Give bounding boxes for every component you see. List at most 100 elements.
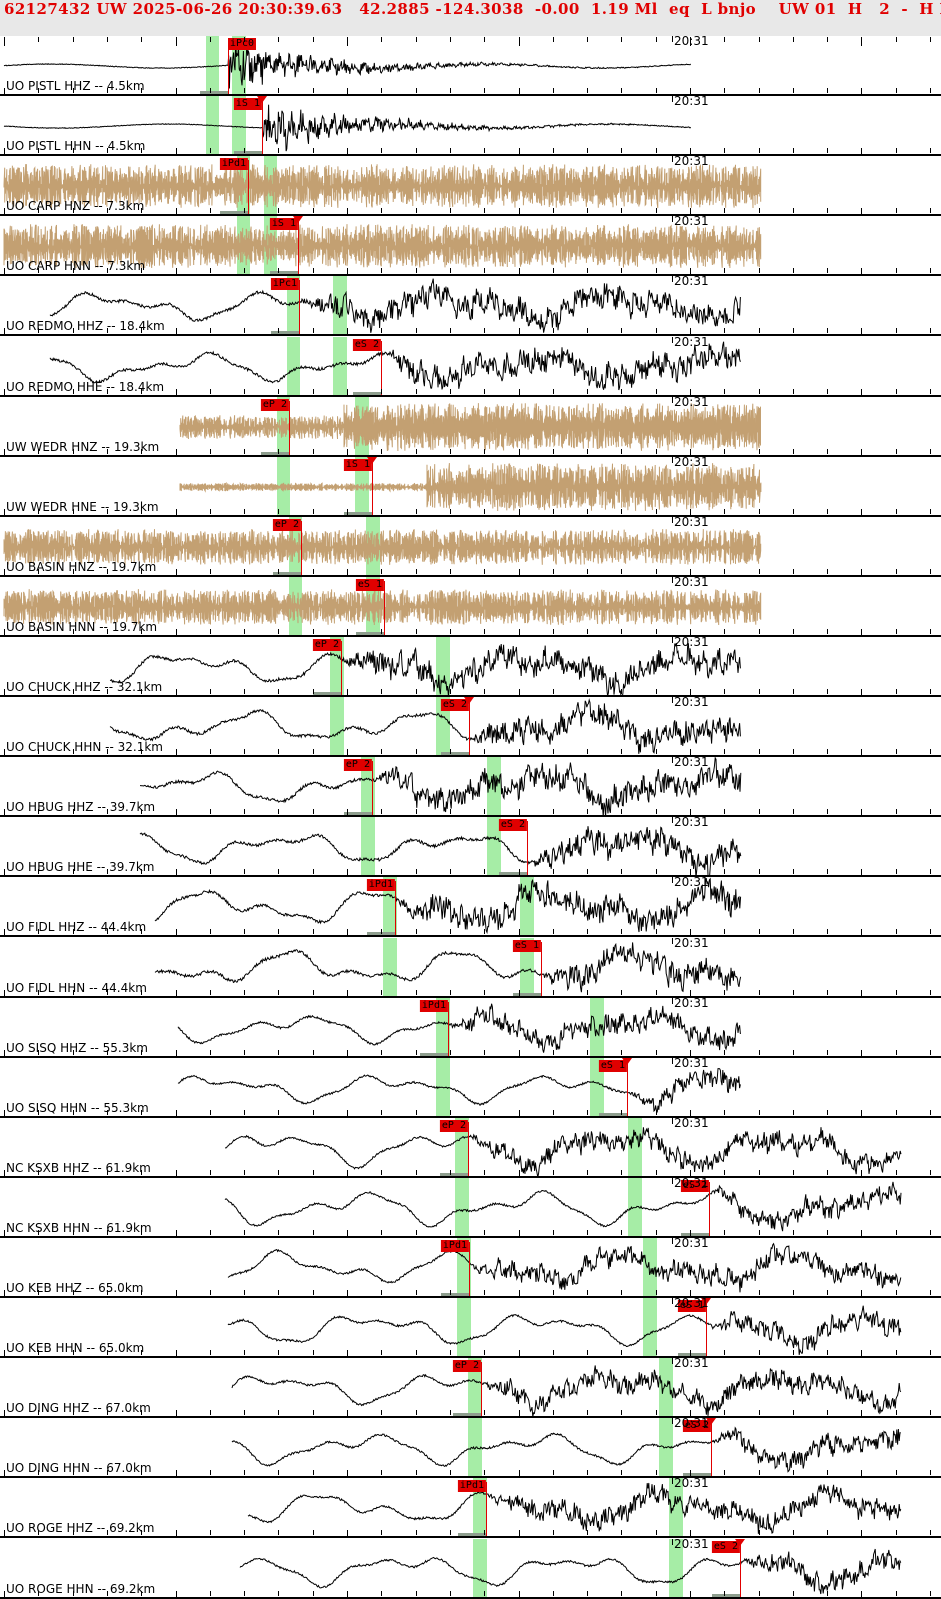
phase-pick-label[interactable]: eP 2 [272, 518, 301, 531]
phase-pick-label[interactable]: eS 2 [498, 819, 527, 832]
phase-pick-label[interactable]: eS 2 [680, 1179, 709, 1192]
axis-tick [621, 37, 622, 42]
pick-uncertainty-bar [458, 1533, 486, 1537]
trace-row[interactable]: iPd1 UO CARP HNZ -- 7.3km 20:31 [0, 156, 941, 217]
axis-tick [827, 508, 828, 514]
trace-row[interactable]: iPc1 UO REDMO HHZ -- 18.4km 20:31 [0, 276, 941, 337]
trace-row[interactable]: eS 2 UO CHUCK HHN -- 32.1km 20:31 [0, 697, 941, 758]
phase-pick-line[interactable] [448, 1001, 449, 1058]
axis-tick [141, 1109, 142, 1115]
axis-tick [861, 809, 862, 818]
trace-row[interactable]: eS 2 UO REDMO HHE -- 18.4km 20:31 [0, 336, 941, 397]
pick-marker-triangle [464, 697, 474, 705]
trace-row[interactable]: eP 2 UO BASIN HNZ -- 19.7km 20:31 [0, 516, 941, 577]
trace-row[interactable]: eP 2 UO HBUG HHZ -- 39.7km 20:31 [0, 757, 941, 818]
phase-pick-line[interactable] [248, 160, 249, 217]
phase-pick-line[interactable] [395, 881, 396, 938]
axis-tick [210, 869, 211, 875]
phase-pick-label[interactable]: eS 2 [711, 1540, 740, 1553]
axis-tick [73, 869, 74, 875]
axis-tick [381, 328, 382, 334]
trace-row[interactable]: iS 1 UO CARP HNN -- 7.3km 20:31 [0, 216, 941, 277]
phase-pick-line[interactable] [711, 1422, 712, 1479]
phase-pick-line[interactable] [709, 1181, 710, 1238]
phase-pick-line[interactable] [469, 1242, 470, 1299]
phase-pick-label[interactable]: iPd1 [440, 1240, 469, 1252]
trace-row[interactable]: eS 2 UO ROGE HHN -- 69.2km 20:31 [0, 1538, 941, 1599]
phase-pick-label[interactable]: eS 2 [440, 699, 469, 712]
phase-pick-label[interactable]: iPc0 [228, 38, 257, 50]
phase-pick-line[interactable] [541, 941, 542, 998]
phase-pick-label[interactable]: eS 1 [598, 1059, 627, 1072]
phase-pick-line[interactable] [262, 100, 263, 157]
axis-tick [107, 628, 108, 634]
phase-pick-label[interactable]: iS 1 [269, 218, 298, 231]
phase-pick-line[interactable] [384, 580, 385, 637]
trace-row[interactable]: iPd1 UO FIDL HHZ -- 44.4km 20:31 [0, 877, 941, 938]
trace-row[interactable]: eS 1 UO FIDL HHN -- 44.4km 20:31 [0, 937, 941, 998]
trace-row[interactable]: iPd1 UO KEB HHZ -- 65.0km 20:31 [0, 1238, 941, 1299]
phase-pick-line[interactable] [468, 1121, 469, 1178]
phase-pick-line[interactable] [486, 1482, 487, 1539]
trace-row[interactable]: eP 2 UO DING HHZ -- 67.0km 20:31 [0, 1358, 941, 1419]
axis-tick [621, 929, 622, 935]
phase-pick-label[interactable]: eS 1 [677, 1300, 706, 1313]
phase-pick-line[interactable] [289, 400, 290, 457]
phase-pick-label[interactable]: iPd1 [457, 1480, 486, 1493]
phase-window-band [287, 336, 300, 397]
axis-tick [896, 1290, 897, 1296]
trace-row[interactable]: iPd1 UO SISQ HHZ -- 55.3km 20:31 [0, 997, 941, 1058]
phase-pick-line[interactable] [740, 1542, 741, 1599]
phase-window-band [628, 1117, 642, 1178]
phase-pick-line[interactable] [299, 280, 300, 337]
axis-tick [381, 508, 382, 514]
phase-pick-label[interactable]: eS 2 [352, 338, 381, 351]
phase-pick-line[interactable] [481, 1362, 482, 1419]
phase-pick-label[interactable]: eP 2 [439, 1119, 468, 1132]
trace-row[interactable]: iS 1 UW WEDR HNE -- 19.3km 20:31 [0, 456, 941, 517]
phase-pick-label[interactable]: iPd1 [419, 999, 448, 1012]
axis-tick [107, 749, 108, 755]
phase-pick-label[interactable]: iS 1 [233, 98, 262, 111]
phase-pick-label[interactable]: eP 2 [312, 639, 341, 651]
trace-row[interactable]: iPd1 UO ROGE HHZ -- 69.2km 20:31 [0, 1478, 941, 1539]
pick-marker-triangle [706, 1418, 716, 1426]
phase-pick-line[interactable] [298, 220, 299, 277]
phase-pick-line[interactable] [228, 40, 229, 97]
trace-row[interactable]: iPc0 UO PISTL HHZ -- 4.5km 20:31 [0, 36, 941, 97]
phase-pick-line[interactable] [301, 520, 302, 577]
axis-tick [347, 388, 348, 397]
phase-pick-line[interactable] [381, 340, 382, 397]
phase-pick-line[interactable] [469, 701, 470, 758]
phase-pick-label[interactable]: iPc1 [270, 278, 299, 291]
phase-pick-line[interactable] [527, 821, 528, 878]
trace-row[interactable]: eS 1 UO BASIN HNN -- 19.7km 20:31 [0, 576, 941, 637]
trace-row[interactable]: eS 2 NC KSXB HHN -- 61.9km 20:31 [0, 1177, 941, 1238]
phase-pick-label[interactable]: eP 2 [452, 1360, 481, 1373]
trace-row[interactable]: eS 1 UO KEB HHN -- 65.0km 20:31 [0, 1298, 941, 1359]
phase-pick-label[interactable]: eP 2 [343, 759, 372, 772]
trace-panel[interactable]: iPc0 UO PISTL HHZ -- 4.5km 20:31 iS 1 UO PIS… [0, 36, 941, 1599]
phase-pick-label[interactable]: iS 1 [343, 458, 372, 471]
axis-tick [621, 1530, 622, 1536]
trace-row[interactable]: eS 2 UO DING HHN -- 67.0km 20:31 [0, 1418, 941, 1479]
phase-pick-line[interactable] [627, 1061, 628, 1118]
phase-pick-label[interactable]: eS 1 [512, 939, 541, 952]
phase-pick-label[interactable]: iPd1 [366, 879, 395, 892]
phase-pick-label[interactable]: eS 1 [355, 578, 384, 591]
phase-pick-line[interactable] [372, 460, 373, 517]
trace-row[interactable]: eP 2 UO CHUCK HHZ -- 32.1km 20:31 [0, 637, 941, 698]
trace-row[interactable]: eP 2 UW WEDR HNZ -- 19.3km 20:31 [0, 396, 941, 457]
axis-tick [896, 1049, 897, 1055]
trace-row[interactable]: eS 1 UO SISQ HHN -- 55.3km 20:31 [0, 1057, 941, 1118]
phase-pick-label[interactable]: eS 2 [682, 1420, 711, 1433]
phase-pick-line[interactable] [706, 1302, 707, 1359]
phase-pick-label[interactable]: eP 2 [260, 398, 289, 411]
trace-row[interactable]: eP 2 NC KSXB HHZ -- 61.9km 20:31 [0, 1117, 941, 1178]
trace-row[interactable]: eS 2 UO HBUG HHE -- 39.7km 20:31 [0, 817, 941, 878]
trace-row[interactable]: iS 1 UO PISTL HHN -- 4.5km 20:31 [0, 96, 941, 157]
time-tick [672, 877, 673, 884]
phase-pick-label[interactable]: iPd1 [219, 158, 248, 171]
phase-pick-line[interactable] [341, 641, 342, 698]
phase-pick-line[interactable] [372, 761, 373, 818]
